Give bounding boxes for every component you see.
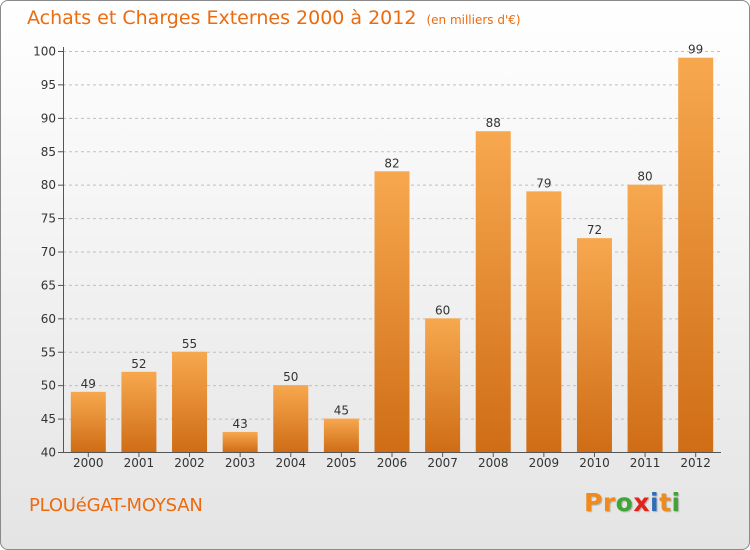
bar xyxy=(172,351,208,452)
y-tick-label: 85 xyxy=(41,145,56,159)
data-label: 60 xyxy=(435,303,450,317)
y-tick-label: 65 xyxy=(41,278,56,292)
y-tick-label: 70 xyxy=(41,245,56,259)
y-tick-label: 45 xyxy=(41,412,56,426)
y-tick-label: 100 xyxy=(33,45,56,59)
x-tick-label: 2012 xyxy=(680,456,711,470)
logo-letter: x xyxy=(633,488,650,517)
data-label: 55 xyxy=(182,337,197,351)
data-label: 72 xyxy=(587,223,602,237)
logo-letter: P xyxy=(584,488,603,517)
x-tick-label: 2001 xyxy=(124,456,155,470)
proxiti-logo: Proxiti xyxy=(584,488,681,517)
y-tick-label: 90 xyxy=(41,111,56,125)
labels: 40 45 50 55 60 65 70 75 80 85 90 95 100 49 2000 52 2001 5… xyxy=(33,43,711,470)
data-label: 50 xyxy=(283,370,298,384)
x-tick-label: 2007 xyxy=(427,456,458,470)
bar xyxy=(627,184,663,452)
axes xyxy=(58,47,721,457)
x-tick-label: 2009 xyxy=(529,456,560,470)
data-label: 80 xyxy=(637,170,652,184)
bar xyxy=(323,418,359,452)
logo-letter: i xyxy=(671,488,681,517)
data-label: 88 xyxy=(486,116,501,130)
x-tick-label: 2003 xyxy=(225,456,256,470)
x-tick-label: 2002 xyxy=(174,456,205,470)
bar xyxy=(222,431,258,452)
bar xyxy=(273,385,309,452)
unit-label: (en milliers d'€) xyxy=(426,13,521,27)
bar xyxy=(576,238,612,452)
logo-letter: r xyxy=(602,488,616,517)
x-tick-label: 2010 xyxy=(579,456,610,470)
data-label: 79 xyxy=(536,176,551,190)
bar xyxy=(374,171,410,453)
y-tick-label: 40 xyxy=(41,446,56,460)
y-tick-label: 60 xyxy=(41,312,56,326)
x-tick-label: 2005 xyxy=(326,456,357,470)
data-label: 99 xyxy=(688,43,703,57)
y-tick-label: 95 xyxy=(41,78,56,92)
logo-letter: i xyxy=(650,488,660,517)
commune-name: PLOUéGAT-MOYSAN xyxy=(29,495,203,516)
title-text: Achats et Charges Externes 2000 à 2012 xyxy=(27,7,417,29)
bar xyxy=(475,131,511,452)
x-tick-label: 2006 xyxy=(377,456,408,470)
bar xyxy=(70,391,106,452)
bar xyxy=(425,318,461,452)
logo-letter: t xyxy=(659,488,672,517)
bar xyxy=(678,57,714,452)
y-tick-label: 75 xyxy=(41,212,56,226)
bars xyxy=(70,57,714,453)
y-tick-label: 80 xyxy=(41,178,56,192)
x-tick-label: 2000 xyxy=(73,456,104,470)
data-label: 52 xyxy=(131,357,146,371)
data-label: 82 xyxy=(384,156,399,170)
x-tick-label: 2008 xyxy=(478,456,509,470)
data-label: 45 xyxy=(334,404,349,418)
x-tick-label: 2004 xyxy=(275,456,306,470)
y-tick-label: 55 xyxy=(41,345,56,359)
y-tick-label: 50 xyxy=(41,379,56,393)
data-label: 43 xyxy=(233,417,248,431)
data-label: 49 xyxy=(81,377,96,391)
bar xyxy=(526,191,562,452)
logo-letter: o xyxy=(615,488,634,517)
x-tick-label: 2011 xyxy=(630,456,661,470)
chart-title: Achats et Charges Externes 2000 à 2012 (e… xyxy=(27,7,521,29)
bar xyxy=(121,371,157,452)
